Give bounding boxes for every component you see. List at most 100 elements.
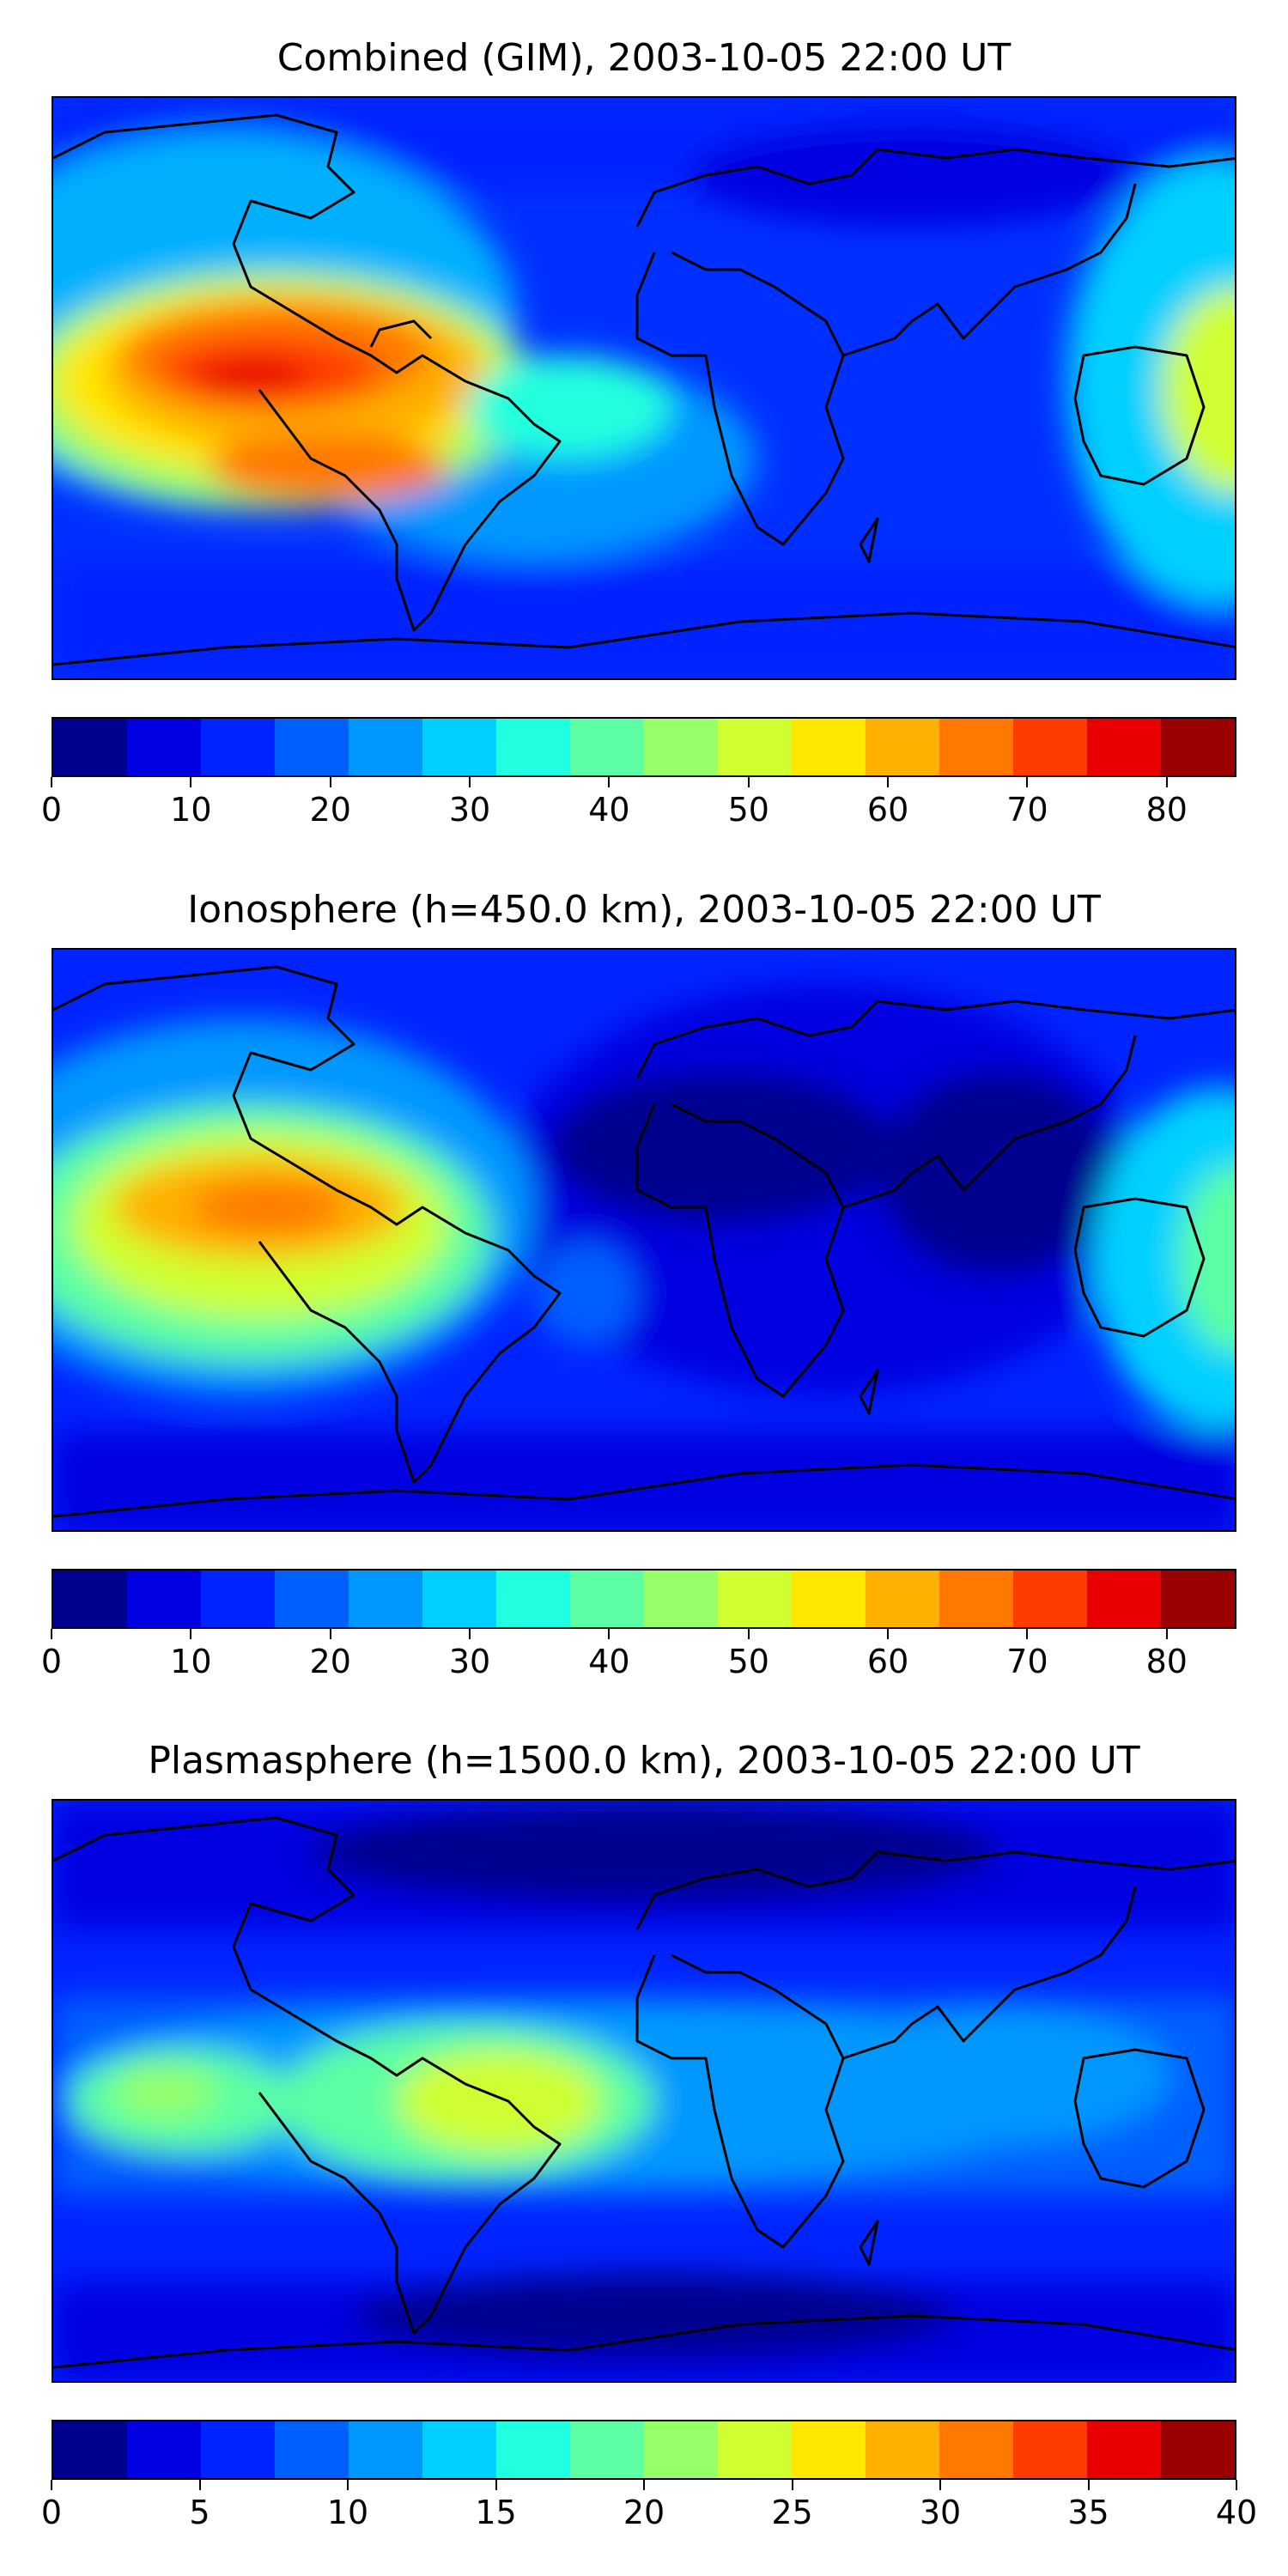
colorbar-segment — [644, 719, 718, 775]
colorbar-tick — [791, 2480, 793, 2490]
colorbar-segment — [939, 2421, 1013, 2478]
colorbar-segment — [201, 1571, 275, 1627]
colorbar-tick — [51, 1629, 52, 1639]
colorbar-tick-label: 20 — [623, 2494, 665, 2531]
panel-title-plasmasphere: Plasmasphere (h=1500.0 km), 2003-10-05 2… — [148, 1739, 1140, 1783]
colorbar-tick-label: 5 — [189, 2494, 210, 2531]
colorbar-segment — [422, 2421, 496, 2478]
colorbar-tick — [198, 2480, 201, 2490]
colorbar-segment — [201, 719, 275, 775]
colorbar-segment — [792, 719, 866, 775]
colorbar-segment — [127, 719, 201, 775]
colorbar-tick-label: 0 — [40, 1643, 63, 1680]
panel-title-combined: Combined (GIM), 2003-10-05 22:00 UT — [276, 36, 1012, 80]
colorbar-tick — [1165, 1629, 1168, 1639]
colorbar-segment — [201, 2421, 275, 2478]
colorbar-tick — [1087, 2480, 1090, 2490]
colorbar-segment — [792, 1571, 866, 1627]
colorbar-tick-label: 10 — [326, 2494, 369, 2531]
colorbar-segment — [1161, 719, 1235, 775]
tec-field — [53, 984, 1235, 1530]
colorbar-tick-label: 30 — [448, 1643, 491, 1680]
colorbar-segment — [939, 719, 1013, 775]
colorbar-segment — [127, 1571, 201, 1627]
colorbar-segment — [1013, 2421, 1087, 2478]
colorbar-segment — [1087, 1571, 1161, 1627]
colorbar-tick — [643, 2480, 645, 2490]
colorbar-plasmasphere — [52, 2420, 1236, 2480]
colorbar-segment — [866, 2421, 939, 2478]
colorbar-tick-label: 20 — [309, 1643, 351, 1680]
colorbar-tick-label: 35 — [1067, 2494, 1109, 2531]
colorbar-segment — [1013, 719, 1087, 775]
colorbar-segment — [718, 719, 792, 775]
colorbar-segment — [349, 2421, 422, 2478]
colorbar-ionosphere — [52, 1569, 1236, 1629]
colorbar-segment — [275, 2421, 349, 2478]
colorbar-segment — [422, 719, 496, 775]
colorbar-tick-label: 60 — [866, 1643, 909, 1680]
coastlines — [53, 965, 1235, 1518]
coastlines — [53, 113, 1235, 666]
colorbar-tick — [329, 1629, 331, 1639]
colorbar-segment — [570, 719, 644, 775]
colorbar-tick-label: 70 — [1006, 1643, 1048, 1680]
colorbar-segment — [1161, 1571, 1235, 1627]
colorbar-tick — [469, 1629, 471, 1639]
colorbar-tick — [1165, 777, 1168, 787]
colorbar-segment — [496, 1571, 570, 1627]
map-plasmasphere — [52, 1799, 1236, 2383]
colorbar-segment — [644, 2421, 718, 2478]
colorbar-segment — [644, 1571, 718, 1627]
colorbar-tick — [608, 1629, 611, 1639]
colorbar-tick — [190, 777, 192, 787]
map-ionosphere — [52, 948, 1236, 1532]
colorbar-tick-label: 80 — [1145, 791, 1188, 829]
colorbar-tick-label: 0 — [40, 791, 63, 829]
colorbar-tick — [747, 1629, 750, 1639]
colorbar-tick — [887, 1629, 890, 1639]
colorbar-ticks-combined: 0 10 20 30 40 50 60 70 80 — [41, 777, 1236, 829]
colorbar-tick — [469, 777, 471, 787]
coastlines — [53, 1816, 1235, 2369]
colorbar-tick — [939, 2480, 941, 2490]
colorbar-tick-label: 40 — [1215, 2494, 1258, 2531]
colorbar-segment — [718, 1571, 792, 1627]
colorbar-segment — [275, 719, 349, 775]
panel-title-ionosphere: Ionosphere (h=450.0 km), 2003-10-05 22:0… — [187, 888, 1101, 932]
colorbar-segment — [939, 1571, 1013, 1627]
colorbar-tick-label: 15 — [475, 2494, 517, 2531]
colorbar-segment — [496, 2421, 570, 2478]
colorbar-segment — [1087, 719, 1161, 775]
map-combined — [52, 96, 1236, 680]
colorbar-segment — [53, 1571, 127, 1627]
colorbar-tick — [1236, 2480, 1237, 2490]
colorbar-tick — [1026, 1629, 1029, 1639]
colorbar-segment — [1087, 2421, 1161, 2478]
colorbar-tick — [495, 2480, 497, 2490]
colorbar-tick — [51, 777, 52, 787]
colorbar-segment — [53, 719, 127, 775]
colorbar-tick-label: 40 — [588, 1643, 630, 1680]
colorbar-tick — [347, 2480, 349, 2490]
colorbar-tick-label: 80 — [1145, 1643, 1188, 1680]
colorbar-tick-label: 50 — [727, 791, 769, 829]
colorbar-ticks-ionosphere: 0 10 20 30 40 50 60 70 80 — [41, 1629, 1236, 1680]
colorbar-segment — [349, 719, 422, 775]
colorbar-tick-label: 60 — [866, 791, 909, 829]
colorbar-tick-label: 10 — [170, 791, 212, 829]
colorbar-tick-label: 20 — [309, 791, 351, 829]
tec-field — [53, 98, 1235, 678]
colorbar-tick — [51, 2480, 52, 2490]
colorbar-segment — [792, 2421, 866, 2478]
colorbar-segment — [127, 2421, 201, 2478]
colorbar-segment — [570, 1571, 644, 1627]
colorbar-segment — [570, 2421, 644, 2478]
colorbar-tick-label: 25 — [771, 2494, 813, 2531]
colorbar-segment — [1013, 1571, 1087, 1627]
colorbar-tick-label: 50 — [727, 1643, 769, 1680]
tec-field — [53, 1801, 1235, 2381]
colorbar-tick — [887, 777, 890, 787]
colorbar-tick-label: 30 — [448, 791, 491, 829]
colorbar-segment — [1161, 2421, 1235, 2478]
